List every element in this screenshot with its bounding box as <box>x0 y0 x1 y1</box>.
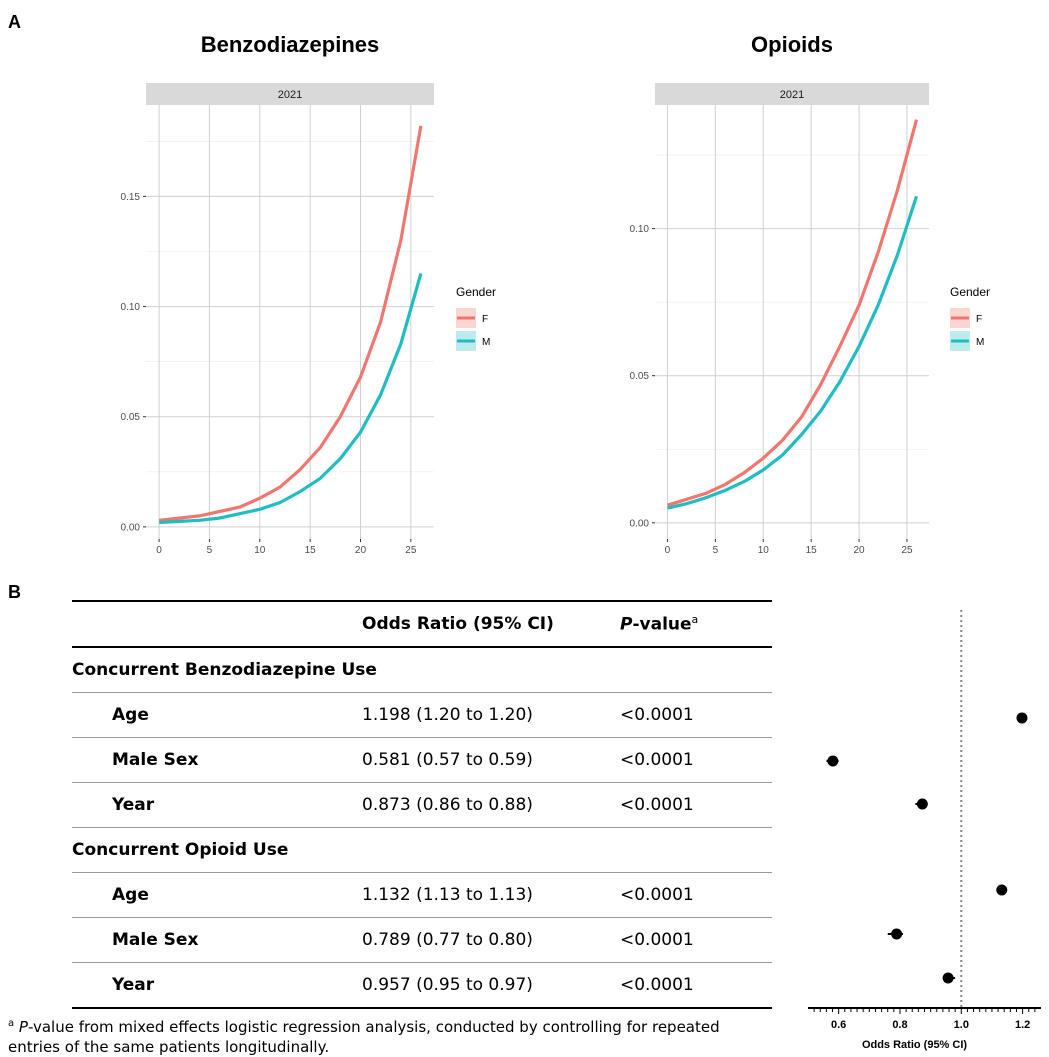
header-variable <box>72 601 362 647</box>
panel-background <box>146 105 434 539</box>
group-row-benzodiazepine: Concurrent Benzodiazepine Use <box>72 647 772 693</box>
table-row: Year 0.957 (0.95 to 0.97) <0.0001 <box>72 963 772 1008</box>
panel-background <box>655 105 929 539</box>
group-label: Concurrent Opioid Use <box>72 840 289 860</box>
table-footnote: a P-value from mixed effects logistic re… <box>8 1018 720 1056</box>
y-tick-label: 0.05 <box>121 412 141 423</box>
p-value-cell: <0.0001 <box>620 795 694 815</box>
p-value-cell: <0.0001 <box>620 705 694 725</box>
facet-strip <box>146 83 434 105</box>
table-row: Male Sex 0.789 (0.77 to 0.80) <0.0001 <box>72 918 772 963</box>
or-ci-cell: 0.957 (0.95 to 0.97) <box>362 975 533 995</box>
y-tick-label: 0.00 <box>121 522 141 533</box>
or-ci-cell: 1.132 (1.13 to 1.13) <box>362 885 533 905</box>
series-line-F <box>158 125 423 522</box>
x-tick-label: 20 <box>355 545 367 556</box>
legend-title: Gender <box>950 285 990 299</box>
group-row-opioid: Concurrent Opioid Use <box>72 828 772 873</box>
header-odds-ratio: Odds Ratio (95% CI) <box>362 614 554 634</box>
forest-point <box>891 928 903 940</box>
or-ci-cell: 1.198 (1.20 to 1.20) <box>362 705 533 725</box>
panel-b-label: B <box>8 582 21 602</box>
y-tick-label: 0.10 <box>630 224 650 235</box>
series-line-F <box>667 119 919 507</box>
x-tick-label: 10 <box>758 545 770 556</box>
x-tick-label: 10 <box>254 545 266 556</box>
table-row: Age 1.198 (1.20 to 1.20) <0.0001 <box>72 693 772 738</box>
forest-point <box>1016 712 1028 724</box>
panel-a-label: A <box>8 12 21 32</box>
forest-x-tick-label: 1.2 <box>1015 1019 1030 1031</box>
forest-point <box>916 798 928 810</box>
variable-cell: Age <box>112 705 149 725</box>
forest-x-tick-label: 1.0 <box>954 1019 969 1031</box>
facet-label: 2021 <box>780 89 804 101</box>
group-label: Concurrent Benzodiazepine Use <box>72 660 377 680</box>
legend-label-F: F <box>976 314 982 325</box>
forest-x-label: Odds Ratio (95% CI) <box>862 1039 967 1051</box>
x-tick-label: 5 <box>713 545 719 556</box>
forest-plot: 0.6 0.8 1.0 1.2 Odds Ratio (95% CI) <box>808 610 1041 1051</box>
x-tick-label: 5 <box>207 545 213 556</box>
legend-title: Gender <box>456 285 496 299</box>
benzodiazepines-chart: 2021 0 5 10 15 20 25 0.00 0.05 0.10 0.15 Gender F M <box>121 83 496 556</box>
forest-point <box>942 972 954 984</box>
x-tick-label: 20 <box>854 545 866 556</box>
header-p-value: P-valuea <box>620 613 699 635</box>
table-row: Age 1.132 (1.13 to 1.13) <0.0001 <box>72 873 772 918</box>
legend-label-M: M <box>482 337 490 348</box>
or-ci-cell: 0.873 (0.86 to 0.88) <box>362 795 533 815</box>
x-tick-label: 25 <box>405 545 417 556</box>
or-ci-cell: 0.581 (0.57 to 0.59) <box>362 750 533 770</box>
table-header-row: Odds Ratio (95% CI) P-valuea <box>72 601 772 647</box>
variable-cell: Age <box>112 885 149 905</box>
legend-label-M: M <box>976 337 984 348</box>
p-value-cell: <0.0001 <box>620 975 694 995</box>
variable-cell: Male Sex <box>112 930 199 950</box>
y-tick-label: 0.10 <box>121 302 141 313</box>
y-tick-label: 0.05 <box>630 371 650 382</box>
variable-cell: Year <box>112 795 155 815</box>
variable-cell: Year <box>112 975 155 995</box>
facet-strip <box>655 83 929 105</box>
table-row: Year 0.873 (0.86 to 0.88) <0.0001 <box>72 783 772 828</box>
facet-label: 2021 <box>278 89 302 101</box>
x-tick-label: 0 <box>665 545 671 556</box>
p-value-cell: <0.0001 <box>620 885 694 905</box>
x-tick-label: 15 <box>305 545 317 556</box>
opioids-chart: 2021 0 5 10 15 20 25 0.00 0.05 0.10 Gender F M <box>630 83 990 556</box>
y-tick-label: 0.15 <box>121 192 141 203</box>
odds-ratio-table: Odds Ratio (95% CI) P-valuea Concurrent … <box>72 600 772 1009</box>
x-tick-label: 15 <box>806 545 818 556</box>
benzodiazepines-title: Benzodiazepines <box>200 32 380 57</box>
table-row: Male Sex 0.581 (0.57 to 0.59) <0.0001 <box>72 738 772 783</box>
opioids-title: Opioids <box>751 32 833 57</box>
or-ci-cell: 0.789 (0.77 to 0.80) <box>362 930 533 950</box>
legend-label-F: F <box>482 314 488 325</box>
forest-point <box>827 755 839 767</box>
series-line-M <box>667 195 919 510</box>
forest-point <box>996 884 1008 896</box>
p-value-cell: <0.0001 <box>620 750 694 770</box>
x-tick-label: 25 <box>901 545 913 556</box>
y-tick-label: 0.00 <box>630 518 650 529</box>
x-tick-label: 0 <box>156 545 162 556</box>
series-line-M <box>159 273 423 525</box>
forest-x-tick-label: 0.6 <box>831 1019 846 1031</box>
variable-cell: Male Sex <box>112 750 199 770</box>
forest-x-tick-label: 0.8 <box>892 1019 907 1031</box>
p-value-cell: <0.0001 <box>620 930 694 950</box>
